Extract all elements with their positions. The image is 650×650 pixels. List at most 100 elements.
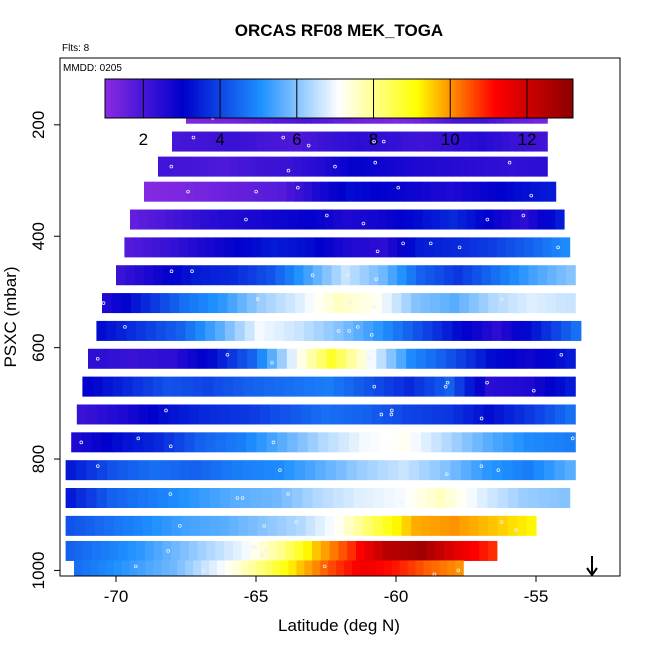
colorbar-segment [300,79,305,118]
heatmap-cell [565,404,576,425]
heatmap-cell [338,540,348,561]
heatmap-cell [256,131,265,152]
heatmap-cell [158,156,167,177]
colorbar-segment [166,79,170,118]
heatmap-cell [417,540,427,561]
heatmap-cell [528,265,539,286]
heatmap-cell [425,488,437,509]
heatmap-cell [479,540,489,561]
heatmap-cell [172,265,183,286]
heatmap-cell [200,460,212,481]
x-tick-label: -55 [524,587,549,606]
heatmap-cell [509,265,520,286]
flts-label: Flts: 8 [62,43,90,54]
sample-point [271,440,276,445]
heatmap-cell [488,293,499,314]
heatmap-cell [263,376,275,397]
heatmap-cell [190,460,202,481]
heatmap-cell [236,181,246,202]
heatmap-cell [348,432,360,453]
heatmap-cell [451,156,461,177]
heatmap-cell [491,320,503,341]
heatmap-cell [153,540,163,561]
heatmap-cell [133,237,144,258]
heatmap-cell [325,460,337,481]
heatmap-cell [162,376,174,397]
heatmap-cell [538,488,550,509]
heatmap-cell [466,488,478,509]
heatmap-cell [242,237,253,258]
heatmap-cell [232,540,243,561]
heatmap-cell [554,404,566,425]
colorbar-segment [438,79,442,118]
heatmap-cell [178,404,190,425]
heatmap-cell [415,265,426,286]
heatmap-cell [537,265,548,286]
heatmap-cell [113,515,124,536]
colorbar-segment [251,79,255,118]
heatmap-cell [514,376,526,397]
sample-point [253,545,258,549]
colorbar-segment [306,79,311,118]
colorbar-segment [371,79,375,118]
heatmap-cell [400,432,412,453]
heatmap-cell [269,237,280,258]
heatmap-cell [406,265,417,286]
heatmap-cell [455,348,467,369]
heatmap-cell [105,560,115,576]
heatmap-cell [336,560,345,576]
heatmap-cell [287,237,298,258]
heatmap-cell [531,131,541,152]
heatmap-cell [402,404,414,425]
heatmap-cell [456,488,468,509]
heatmap-cell [316,156,326,177]
heatmap-cell [534,432,545,453]
heatmap-cell [233,376,244,397]
heatmap-cell [293,156,302,177]
heatmap-cell [232,560,242,576]
heatmap-cell [429,181,439,202]
heatmap-cell [516,131,525,152]
heatmap-cell [294,265,305,286]
heatmap-cell [152,181,162,202]
sample-point [347,301,352,305]
heatmap-cell [439,560,448,576]
heatmap-cell [394,131,403,152]
heatmap-cell [300,156,310,177]
heatmap-cell [355,131,365,152]
colorbar-segment [511,79,515,118]
heatmap-cell [518,488,530,509]
heatmap-cell [237,348,248,369]
heatmap-cell [172,131,181,152]
y-tick-label: 600 [29,333,48,361]
y-axis: 200 400 600 800 1000 [29,111,60,589]
heatmap-cell [272,560,282,576]
colorbar-segment [336,79,340,118]
heatmap-cell [430,293,441,314]
heatmap-cell [287,432,299,453]
arrow-head [586,567,598,577]
heatmap-cell [342,209,353,230]
colorbar-segment [283,79,287,118]
colorbar-segment [499,79,504,118]
heatmap-cell [215,237,225,258]
heatmap-cell [555,348,566,369]
sample-point [355,325,360,329]
x-tick-label: -65 [244,587,269,606]
heatmap-cell [564,460,576,481]
colorbar-segment [532,79,536,118]
sample-point [168,444,173,449]
heatmap-cell [183,209,193,230]
heatmap-cell [215,320,226,341]
heatmap-cell [219,181,229,202]
sample-point [186,189,190,194]
sample-point [190,269,194,274]
heatmap-cell [497,488,509,509]
heatmap-cell [407,560,417,576]
heatmap-cell [495,348,507,369]
colorbar-segment [298,79,302,118]
heatmap-cell [172,376,184,397]
heatmap-cell [379,432,391,453]
heatmap-cell [362,293,373,314]
heatmap-cell [481,460,493,481]
